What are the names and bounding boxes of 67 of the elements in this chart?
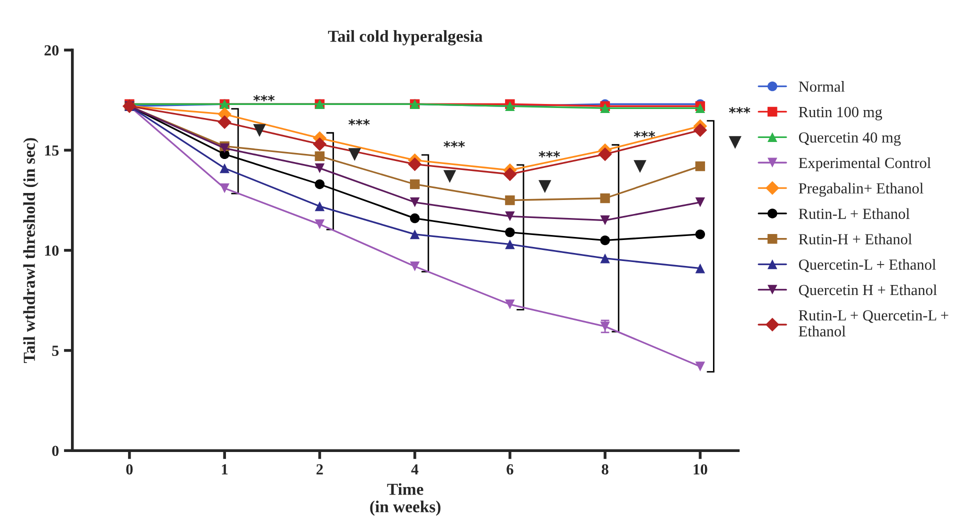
y-tick-label: 15 bbox=[45, 145, 59, 156]
annotation: *** bbox=[728, 106, 750, 114]
point bbox=[314, 201, 325, 212]
point bbox=[408, 157, 422, 172]
point bbox=[598, 147, 612, 162]
point bbox=[314, 219, 325, 230]
point bbox=[695, 362, 706, 372]
point bbox=[314, 163, 325, 174]
point bbox=[410, 213, 420, 224]
annotation: ▼ bbox=[728, 136, 742, 149]
legend-label: Quercetin-L + Ethanol bbox=[798, 259, 936, 272]
point bbox=[505, 300, 515, 310]
point bbox=[410, 179, 420, 190]
point bbox=[505, 227, 515, 238]
x-tick-label: 0 bbox=[126, 464, 133, 475]
y-tick-label: 10 bbox=[45, 245, 59, 256]
legend-label: Normal bbox=[798, 81, 845, 92]
legend-label: Rutin 100 mg bbox=[798, 106, 882, 120]
point bbox=[312, 137, 327, 152]
x-tick-label: 2 bbox=[316, 464, 323, 474]
point bbox=[505, 211, 515, 222]
x-tick-label: 4 bbox=[411, 464, 418, 474]
point bbox=[220, 163, 230, 174]
y-tick-label: 5 bbox=[52, 346, 59, 356]
annotation: *** bbox=[348, 118, 370, 126]
legend-label: Rutin-L + Ethanol bbox=[798, 208, 910, 219]
chart-title: Tail cold hyperalgesia bbox=[328, 30, 483, 46]
point bbox=[600, 193, 610, 204]
point bbox=[410, 261, 420, 272]
annotation: ▼ bbox=[443, 170, 456, 183]
point bbox=[695, 263, 706, 274]
x-tick-label: 8 bbox=[602, 464, 608, 475]
point bbox=[314, 151, 325, 162]
point bbox=[600, 235, 610, 246]
point bbox=[410, 229, 420, 240]
y-tick-label: 0 bbox=[52, 446, 59, 456]
x-tick-label: 6 bbox=[506, 464, 514, 475]
x-axis-title: Time (in weeks) bbox=[370, 483, 440, 516]
legend-label: Experimental Control bbox=[798, 157, 931, 172]
legend-label: Quercetin 40 mg bbox=[798, 132, 901, 146]
annotation: *** bbox=[538, 151, 560, 158]
point bbox=[410, 197, 420, 208]
annotation: *** bbox=[444, 141, 465, 148]
x-tick-label: 1 bbox=[222, 464, 228, 474]
legend-label: Quercetin H + Ethanol bbox=[798, 284, 937, 298]
point bbox=[505, 239, 515, 250]
y-axis-title: Tail wthdrawl threshold (in sec) bbox=[23, 138, 38, 364]
point bbox=[695, 197, 706, 208]
annotation: *** bbox=[634, 130, 656, 138]
point bbox=[600, 253, 610, 264]
legend-label: Pregabalin+ Ethanol bbox=[798, 182, 924, 197]
annotation: *** bbox=[253, 94, 275, 102]
point bbox=[693, 123, 708, 138]
point bbox=[218, 115, 232, 130]
legend-label: Rutin-L + Quercetin-L + Ethanol bbox=[798, 310, 948, 336]
point bbox=[695, 161, 706, 172]
point bbox=[505, 195, 515, 206]
point bbox=[220, 183, 230, 194]
legend-label: Rutin-H + Ethanol bbox=[798, 234, 912, 244]
annotation: ▼ bbox=[634, 160, 646, 173]
y-tick-label: 20 bbox=[44, 45, 59, 56]
x-tick-label: 10 bbox=[694, 464, 708, 475]
point bbox=[314, 179, 325, 190]
annotation: ▼ bbox=[538, 180, 552, 193]
point bbox=[600, 215, 610, 226]
point bbox=[695, 229, 706, 240]
point bbox=[503, 167, 517, 182]
